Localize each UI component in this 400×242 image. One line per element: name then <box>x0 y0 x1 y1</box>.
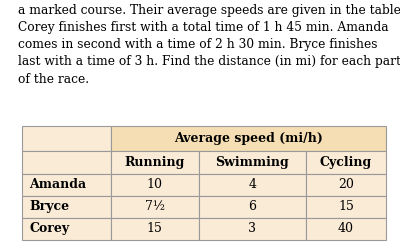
Bar <box>111 174 198 196</box>
Text: 4: 4 <box>248 178 256 191</box>
Bar <box>22 196 111 218</box>
Text: 10: 10 <box>147 178 163 191</box>
Text: 15: 15 <box>338 200 354 213</box>
Text: Running: Running <box>125 156 185 169</box>
Bar <box>22 174 111 196</box>
Bar <box>306 196 386 218</box>
Text: a marked course. Their average speeds are given in the table.
Corey finishes fir: a marked course. Their average speeds ar… <box>18 4 400 86</box>
Text: 3: 3 <box>248 222 256 235</box>
Bar <box>22 218 111 240</box>
Bar <box>111 151 198 174</box>
Bar <box>306 174 386 196</box>
Text: Cycling: Cycling <box>320 156 372 169</box>
Text: Swimming: Swimming <box>215 156 289 169</box>
Bar <box>198 196 306 218</box>
Bar <box>111 196 198 218</box>
Text: 40: 40 <box>338 222 354 235</box>
Text: Bryce: Bryce <box>29 200 69 213</box>
Bar <box>111 218 198 240</box>
Text: 6: 6 <box>248 200 256 213</box>
Bar <box>306 218 386 240</box>
Bar <box>198 151 306 174</box>
Text: Corey: Corey <box>29 222 69 235</box>
Bar <box>306 151 386 174</box>
Bar <box>22 126 111 151</box>
Text: 15: 15 <box>147 222 163 235</box>
Text: 7½: 7½ <box>145 200 165 213</box>
Text: 20: 20 <box>338 178 354 191</box>
Bar <box>111 126 386 151</box>
Text: Amanda: Amanda <box>29 178 86 191</box>
Text: Average speed (mi/h): Average speed (mi/h) <box>174 132 323 145</box>
Bar <box>198 174 306 196</box>
Bar <box>22 151 111 174</box>
Bar <box>198 218 306 240</box>
